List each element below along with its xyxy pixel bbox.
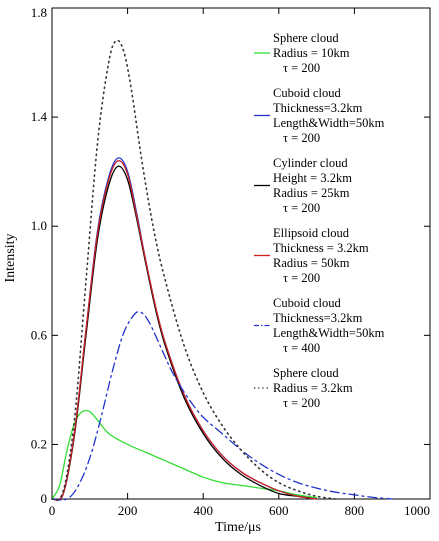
y-axis-title: Intensity xyxy=(3,234,18,283)
legend-label: Radius = 50km xyxy=(273,256,350,270)
legend-label: Length&Width=50km xyxy=(273,116,385,130)
x-tick-label: 800 xyxy=(345,503,365,518)
legend-label: Cuboid cloud xyxy=(273,296,341,310)
x-axis-ticks: 0 200 400 600 800 1000 xyxy=(49,8,431,518)
legend-entry-2: Cuboid cloudThickness=3.2kmLength&Width=… xyxy=(254,86,385,145)
series-line-6 xyxy=(51,39,337,501)
legend-label: τ = 400 xyxy=(283,341,320,355)
legend-label: Cuboid cloud xyxy=(273,86,341,100)
y-tick-label: 1.0 xyxy=(31,218,47,233)
y-tick-label: 0.2 xyxy=(31,436,47,451)
x-tick-label: 400 xyxy=(193,503,213,518)
legend-label: Cylinder cloud xyxy=(273,156,348,170)
legend-label: Radius = 10km xyxy=(273,46,350,60)
legend-label: Thickness=3.2km xyxy=(273,101,363,115)
legend-label: τ = 200 xyxy=(283,131,320,145)
legend-entry-5: Cuboid cloudThickness=3.2kmLength&Width=… xyxy=(254,296,385,355)
plot-frame xyxy=(51,7,431,500)
legend-label: Sphere cloud xyxy=(273,31,339,45)
legend-label: Thickness = 3.2km xyxy=(273,241,369,255)
y-tick-label: 0.6 xyxy=(31,327,48,342)
x-tick-label: 1000 xyxy=(404,503,430,518)
y-tick-label: 0 xyxy=(41,491,48,506)
legend-label: τ = 200 xyxy=(283,271,320,285)
legend-label: τ = 200 xyxy=(283,396,320,410)
y-tick-label: 1.8 xyxy=(31,5,47,20)
series-line-5 xyxy=(51,310,393,501)
legend-label: τ = 200 xyxy=(283,61,320,75)
legend-label: Sphere cloud xyxy=(273,366,339,380)
x-tick-label: 0 xyxy=(49,503,56,518)
legend-label: τ = 200 xyxy=(283,201,320,215)
legend-label: Radius = 3.2km xyxy=(273,381,353,395)
legend-label: Length&Width=50km xyxy=(273,326,385,340)
legend-label: Thickness=3.2km xyxy=(273,311,363,325)
series-layer xyxy=(51,39,393,501)
y-tick-label: 1.4 xyxy=(31,109,48,124)
x-tick-label: 200 xyxy=(118,503,138,518)
x-tick-label: 600 xyxy=(269,503,289,518)
x-axis-title: Time/μs xyxy=(215,520,261,535)
legend-label: Ellipsoid cloud xyxy=(273,226,350,240)
y-axis-ticks: 0 0.2 0.6 1.0 1.4 1.8 xyxy=(31,5,430,506)
series-line-4 xyxy=(51,160,318,501)
legend-label: Radius = 25km xyxy=(273,186,350,200)
legend-label: Height = 3.2km xyxy=(273,171,352,185)
series-line-1 xyxy=(51,409,318,500)
